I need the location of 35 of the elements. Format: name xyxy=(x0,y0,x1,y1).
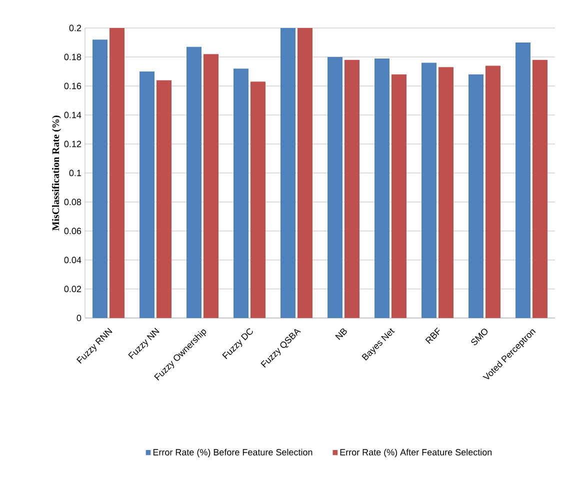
bar xyxy=(468,74,484,318)
y-axis-title: MisClassification Rate (%) xyxy=(52,116,62,231)
y-tick-label: 0.12 xyxy=(64,140,82,148)
bar xyxy=(280,28,296,318)
bar xyxy=(186,46,202,318)
bar xyxy=(156,80,172,318)
y-tick-label: 0.16 xyxy=(64,82,82,90)
bar xyxy=(516,42,530,318)
bar xyxy=(234,68,248,318)
bar xyxy=(110,28,125,318)
bar xyxy=(344,60,360,318)
bar xyxy=(250,82,266,318)
y-tick-label: 0.06 xyxy=(64,228,82,234)
y-tick-label: 0.04 xyxy=(64,256,82,264)
bar xyxy=(328,56,342,318)
bar xyxy=(204,54,219,318)
bar xyxy=(532,60,548,318)
bar xyxy=(140,71,155,318)
bar xyxy=(374,58,390,318)
y-tick-label: 0.1 xyxy=(69,170,82,176)
y-tick-label: 0.08 xyxy=(64,198,82,206)
bar xyxy=(485,66,500,318)
y-tick-label: 0.2 xyxy=(69,24,82,32)
x-tick-label: NB xyxy=(335,328,347,340)
legend-label: Error Rate (%) After Feature Selection xyxy=(340,448,492,458)
bar xyxy=(392,74,406,318)
bar xyxy=(438,67,454,318)
bar xyxy=(422,62,436,318)
legend-label: Error Rate (%) Before Feature Selection xyxy=(153,448,312,458)
y-tick-label: 0.18 xyxy=(64,54,82,60)
bar xyxy=(92,40,108,318)
y-tick-label: 0.14 xyxy=(64,112,82,118)
y-tick-label: 0 xyxy=(76,314,82,322)
y-tick-label: 0.02 xyxy=(64,286,82,292)
bar xyxy=(298,28,312,318)
